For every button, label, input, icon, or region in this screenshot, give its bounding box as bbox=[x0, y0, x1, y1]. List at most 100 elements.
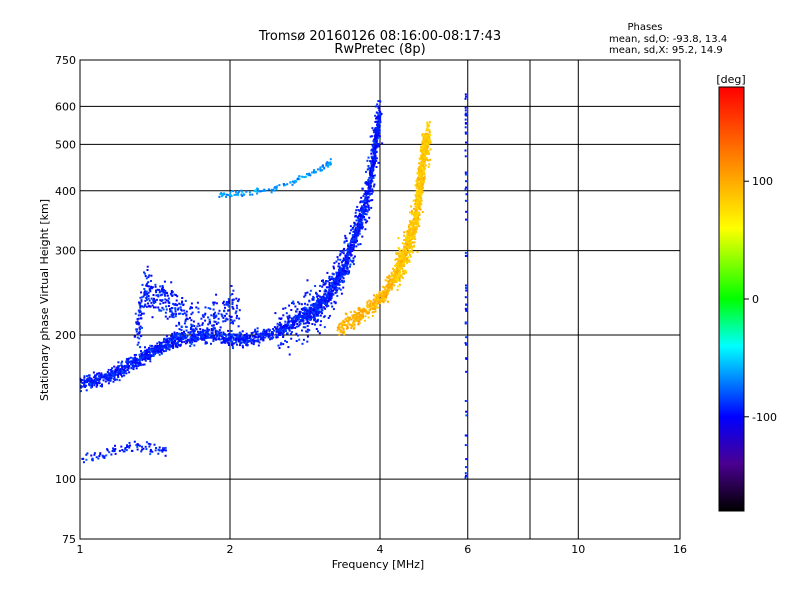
data-point bbox=[199, 328, 202, 330]
data-point bbox=[232, 333, 235, 336]
data-point bbox=[183, 330, 185, 333]
data-point bbox=[405, 238, 408, 241]
data-point bbox=[161, 348, 164, 351]
data-point bbox=[185, 336, 188, 339]
data-point bbox=[341, 268, 344, 271]
data-point bbox=[91, 458, 93, 461]
data-point bbox=[180, 309, 183, 312]
data-point bbox=[377, 137, 380, 140]
data-point bbox=[165, 339, 167, 342]
data-point bbox=[159, 345, 162, 348]
data-point bbox=[423, 136, 426, 139]
data-point bbox=[404, 256, 407, 259]
data-point bbox=[191, 328, 193, 331]
data-point bbox=[378, 122, 381, 125]
data-point bbox=[298, 177, 301, 180]
data-point bbox=[145, 297, 148, 299]
data-point bbox=[122, 365, 124, 368]
data-point bbox=[231, 303, 234, 305]
data-point bbox=[349, 252, 352, 255]
data-point bbox=[214, 331, 217, 334]
data-point bbox=[288, 304, 291, 307]
data-point bbox=[99, 452, 102, 455]
data-point bbox=[243, 341, 246, 344]
data-point bbox=[428, 121, 431, 124]
data-point bbox=[358, 230, 361, 233]
data-point bbox=[222, 302, 225, 305]
data-point bbox=[358, 322, 361, 325]
data-point bbox=[164, 311, 167, 314]
data-point bbox=[158, 346, 161, 349]
data-point bbox=[332, 308, 335, 311]
data-point bbox=[123, 368, 126, 371]
data-point bbox=[421, 168, 424, 171]
data-point bbox=[316, 308, 318, 311]
data-point bbox=[334, 301, 337, 304]
data-point bbox=[383, 298, 386, 301]
data-point bbox=[311, 312, 314, 315]
data-point bbox=[361, 206, 364, 209]
data-point bbox=[236, 307, 239, 310]
data-point bbox=[335, 272, 338, 274]
data-point bbox=[352, 241, 355, 244]
data-point bbox=[420, 164, 423, 167]
data-point bbox=[427, 137, 430, 140]
data-point bbox=[169, 308, 171, 311]
data-point bbox=[209, 334, 211, 337]
data-point bbox=[406, 245, 408, 248]
data-point bbox=[323, 290, 326, 293]
data-point bbox=[421, 191, 423, 194]
data-point bbox=[374, 128, 377, 131]
data-point bbox=[167, 297, 170, 300]
data-point bbox=[165, 334, 168, 337]
data-point bbox=[424, 157, 427, 160]
data-point bbox=[344, 261, 347, 264]
data-point bbox=[301, 329, 303, 332]
data-point bbox=[424, 134, 427, 137]
data-point bbox=[365, 311, 368, 313]
data-point bbox=[103, 455, 106, 458]
data-point bbox=[362, 313, 364, 316]
data-point bbox=[371, 150, 374, 153]
data-point bbox=[428, 131, 431, 134]
data-point bbox=[144, 352, 147, 355]
data-point bbox=[340, 292, 343, 295]
data-point bbox=[218, 332, 221, 335]
data-point bbox=[346, 251, 349, 254]
data-point bbox=[422, 163, 425, 166]
data-point bbox=[213, 317, 216, 320]
data-point bbox=[108, 374, 111, 377]
data-point bbox=[343, 323, 346, 326]
data-point bbox=[127, 365, 130, 368]
data-point bbox=[107, 372, 110, 375]
data-point bbox=[372, 185, 375, 188]
data-point bbox=[360, 214, 363, 217]
data-point bbox=[190, 338, 193, 340]
data-point bbox=[403, 243, 406, 246]
data-point bbox=[385, 295, 388, 298]
data-point bbox=[233, 193, 236, 196]
data-point bbox=[306, 320, 309, 322]
data-point bbox=[374, 150, 377, 153]
data-point bbox=[148, 347, 151, 350]
data-point bbox=[278, 321, 281, 324]
data-point bbox=[366, 306, 369, 309]
data-point bbox=[317, 298, 320, 301]
data-point bbox=[225, 312, 228, 315]
data-point bbox=[427, 141, 430, 144]
data-point bbox=[94, 376, 97, 379]
data-point bbox=[340, 329, 343, 332]
data-point bbox=[204, 313, 206, 316]
data-point bbox=[344, 237, 347, 240]
data-point bbox=[395, 280, 398, 283]
data-point bbox=[156, 342, 159, 345]
data-point bbox=[398, 272, 401, 275]
data-point bbox=[364, 213, 367, 216]
phases-heading: Phases bbox=[627, 22, 662, 33]
data-point bbox=[423, 155, 426, 158]
data-point bbox=[282, 330, 285, 333]
data-point bbox=[400, 275, 403, 277]
data-point bbox=[354, 211, 357, 214]
data-point bbox=[410, 247, 413, 250]
data-point bbox=[315, 307, 318, 310]
